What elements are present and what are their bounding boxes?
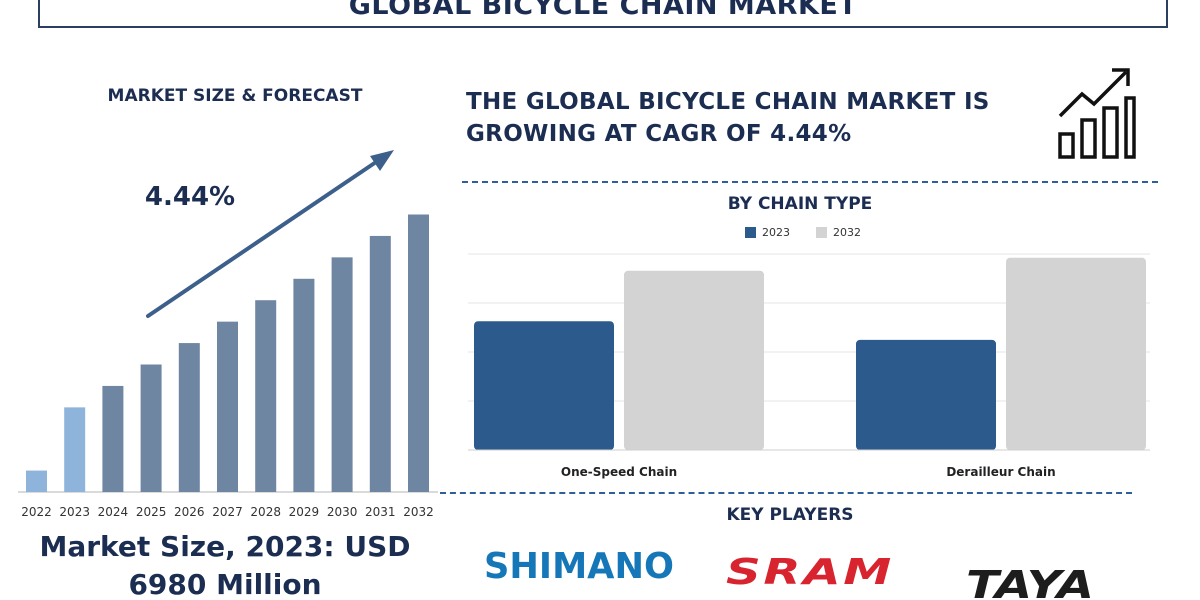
forecast-bar-2027 xyxy=(217,321,238,492)
forecast-bar-2024 xyxy=(102,385,124,492)
chain-type-chart: One-Speed Chain Derailleur Chain xyxy=(468,253,1150,479)
forecast-tick-2028: 2028 xyxy=(250,505,281,519)
divider-top xyxy=(462,181,1158,183)
category-label-1: Derailleur Chain xyxy=(946,465,1055,479)
market-forecast-chart: 2022 2023 2024 2025 2026 2027 2028 2029 2030 2031… xyxy=(18,150,438,519)
taya-logo-text: TAYA xyxy=(966,563,1094,600)
forecast-tick-2023: 2023 xyxy=(59,505,90,519)
forecast-tick-2029: 2029 xyxy=(289,505,320,519)
growth-arrow-head xyxy=(370,150,394,171)
forecast-bar-2028 xyxy=(255,300,277,492)
key-players-heading: KEY PLAYERS xyxy=(726,505,854,525)
bar-one-speed-chain-2023 xyxy=(474,321,614,450)
market-size-text: Market Size, 2023: USD 6980 Million xyxy=(10,528,440,600)
forecast-tick-2031: 2031 xyxy=(365,505,396,519)
page-title: GLOBAL BICYCLE CHAIN MARKET xyxy=(348,0,858,21)
forecast-bar-2031 xyxy=(369,235,391,492)
market-size-forecast-heading: MARKET SIZE & FORECAST xyxy=(107,86,363,106)
category-label-0: One-Speed Chain xyxy=(561,465,677,479)
shimano-logo-text: SHIMANO xyxy=(484,546,674,585)
sram-logo: SRAM xyxy=(726,552,894,591)
forecast-bar-2025 xyxy=(140,364,162,492)
bar-derailleur-chain-2023 xyxy=(856,339,996,450)
bar-derailleur-chain-2032 xyxy=(1006,257,1146,450)
forecast-bar-2026 xyxy=(178,343,200,492)
market-size-line1: Market Size, 2023: USD xyxy=(39,530,411,563)
title-bar: GLOBAL BICYCLE CHAIN MARKET xyxy=(38,0,1168,28)
forecast-tick-2032: 2032 xyxy=(403,505,434,519)
divider-bottom xyxy=(440,492,1132,494)
market-size-line2: 6980 Million xyxy=(128,568,322,600)
legend-item-2032: 2032 xyxy=(816,226,861,239)
chart-legend: 2023 2032 xyxy=(745,226,861,239)
taya-logo: TAYA xyxy=(966,563,1094,600)
forecast-bar-2032 xyxy=(408,214,429,492)
forecast-bar-2023 xyxy=(64,407,86,492)
growth-arrow xyxy=(146,156,384,318)
cagr-annotation: 4.44% xyxy=(145,182,235,212)
forecast-bar-2022 xyxy=(26,470,47,492)
cagr-headline: THE GLOBAL BICYCLE CHAIN MARKET IS GROWI… xyxy=(466,89,990,147)
forecast-bar-2030 xyxy=(331,257,353,492)
forecast-tick-2027: 2027 xyxy=(212,505,243,519)
bar-one-speed-chain-2032 xyxy=(624,270,764,450)
growth-chart-icon xyxy=(1058,68,1136,159)
forecast-bar-2029 xyxy=(293,278,315,492)
legend-swatch-2023 xyxy=(745,227,756,238)
legend-swatch-2032 xyxy=(816,227,827,238)
forecast-tick-2022: 2022 xyxy=(21,505,52,519)
legend-label-2023: 2023 xyxy=(762,226,790,239)
legend-item-2023: 2023 xyxy=(745,226,790,239)
forecast-tick-2025: 2025 xyxy=(136,505,167,519)
forecast-tick-2030: 2030 xyxy=(327,505,358,519)
forecast-tick-2024: 2024 xyxy=(98,505,129,519)
sram-logo-text: SRAM xyxy=(726,552,894,591)
chain-type-chart-title: BY CHAIN TYPE xyxy=(727,194,873,214)
legend-label-2032: 2032 xyxy=(833,226,861,239)
forecast-tick-2026: 2026 xyxy=(174,505,205,519)
shimano-logo: SHIMANO xyxy=(484,546,674,585)
